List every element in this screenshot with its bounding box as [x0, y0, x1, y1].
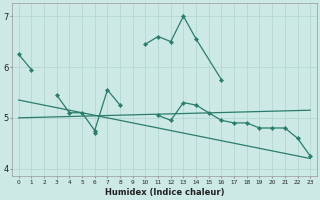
X-axis label: Humidex (Indice chaleur): Humidex (Indice chaleur) — [105, 188, 224, 197]
